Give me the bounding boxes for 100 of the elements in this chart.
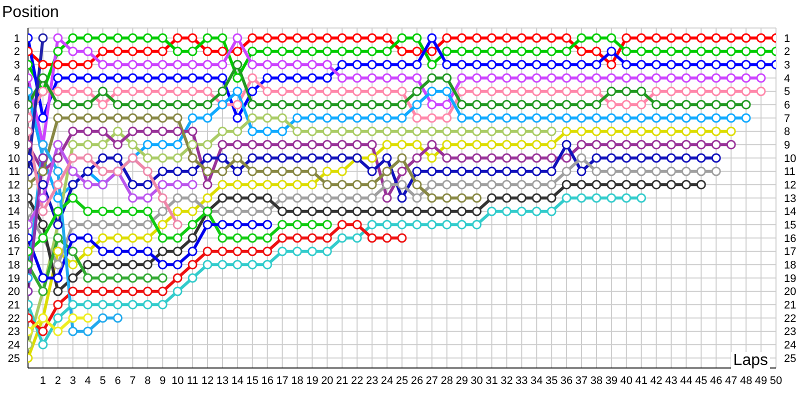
point bbox=[172, 193, 182, 203]
point bbox=[292, 100, 302, 110]
point bbox=[322, 246, 332, 256]
x-axis-title: Laps bbox=[731, 352, 770, 370]
point bbox=[68, 113, 78, 123]
y-tick-label: 8 bbox=[14, 126, 20, 138]
point bbox=[83, 260, 93, 270]
point bbox=[652, 100, 662, 110]
point bbox=[158, 260, 168, 270]
point bbox=[397, 100, 407, 110]
point bbox=[53, 33, 63, 43]
point bbox=[367, 73, 377, 83]
point bbox=[696, 73, 706, 83]
point bbox=[711, 126, 721, 136]
x-tick-label: 5 bbox=[100, 374, 106, 387]
x-tick-label: 34 bbox=[530, 374, 543, 387]
point bbox=[457, 60, 467, 70]
point bbox=[636, 73, 646, 83]
point bbox=[726, 113, 736, 123]
point bbox=[457, 33, 467, 43]
point bbox=[172, 273, 182, 283]
point bbox=[38, 273, 48, 283]
point bbox=[562, 180, 572, 190]
point bbox=[592, 100, 602, 110]
point bbox=[113, 153, 123, 163]
point bbox=[172, 153, 182, 163]
point bbox=[546, 193, 556, 203]
y-tick-label: 1 bbox=[14, 32, 20, 45]
point bbox=[487, 100, 497, 110]
point bbox=[427, 140, 437, 150]
point bbox=[457, 100, 467, 110]
point bbox=[711, 166, 721, 176]
point bbox=[322, 233, 332, 243]
point bbox=[113, 46, 123, 56]
point bbox=[53, 233, 63, 243]
point bbox=[382, 140, 392, 150]
point bbox=[546, 33, 556, 43]
point bbox=[68, 153, 78, 163]
x-tick-label: 46 bbox=[710, 374, 722, 387]
point bbox=[457, 153, 467, 163]
point bbox=[681, 60, 691, 70]
point bbox=[502, 60, 512, 70]
point bbox=[322, 86, 332, 96]
point bbox=[158, 126, 168, 136]
point bbox=[38, 73, 48, 83]
point bbox=[352, 46, 362, 56]
x-tick-label: 31 bbox=[486, 374, 498, 387]
x-tick-label: 11 bbox=[186, 374, 198, 387]
point bbox=[68, 86, 78, 96]
point bbox=[652, 153, 662, 163]
point bbox=[232, 260, 242, 270]
y-tick-label: 21 bbox=[8, 300, 20, 312]
y-tick-label: 9 bbox=[14, 140, 20, 152]
point bbox=[68, 313, 78, 323]
point bbox=[113, 33, 123, 43]
point bbox=[232, 126, 242, 136]
point bbox=[442, 206, 452, 216]
point bbox=[307, 60, 317, 70]
point bbox=[427, 60, 437, 70]
point bbox=[38, 60, 48, 70]
point bbox=[337, 33, 347, 43]
point bbox=[158, 246, 168, 256]
point bbox=[382, 153, 392, 163]
point bbox=[172, 166, 182, 176]
point bbox=[38, 113, 48, 123]
point bbox=[367, 126, 377, 136]
point bbox=[337, 166, 347, 176]
point bbox=[352, 126, 362, 136]
point bbox=[592, 33, 602, 43]
point bbox=[711, 100, 721, 110]
y2-tick-label: 2 bbox=[784, 46, 790, 58]
x-tick-label: 18 bbox=[291, 374, 304, 387]
point bbox=[98, 100, 108, 110]
point bbox=[397, 60, 407, 70]
x-tick-label: 39 bbox=[605, 374, 618, 387]
point bbox=[397, 206, 407, 216]
point bbox=[188, 180, 198, 190]
point bbox=[292, 180, 302, 190]
point bbox=[472, 33, 482, 43]
point bbox=[636, 180, 646, 190]
point bbox=[711, 140, 721, 150]
point bbox=[278, 180, 288, 190]
point bbox=[232, 60, 242, 70]
point bbox=[202, 86, 212, 96]
point bbox=[218, 246, 228, 256]
point bbox=[98, 260, 108, 270]
point bbox=[68, 326, 78, 336]
point bbox=[711, 73, 721, 83]
point bbox=[532, 166, 542, 176]
point bbox=[188, 33, 198, 43]
point bbox=[502, 206, 512, 216]
point bbox=[83, 46, 93, 56]
y-tick-label: 23 bbox=[8, 326, 20, 338]
y-tick-label: 5 bbox=[14, 86, 20, 98]
point bbox=[262, 100, 272, 110]
point bbox=[262, 113, 272, 123]
point bbox=[442, 86, 452, 96]
point bbox=[741, 73, 751, 83]
point bbox=[248, 73, 258, 83]
point bbox=[142, 220, 152, 230]
